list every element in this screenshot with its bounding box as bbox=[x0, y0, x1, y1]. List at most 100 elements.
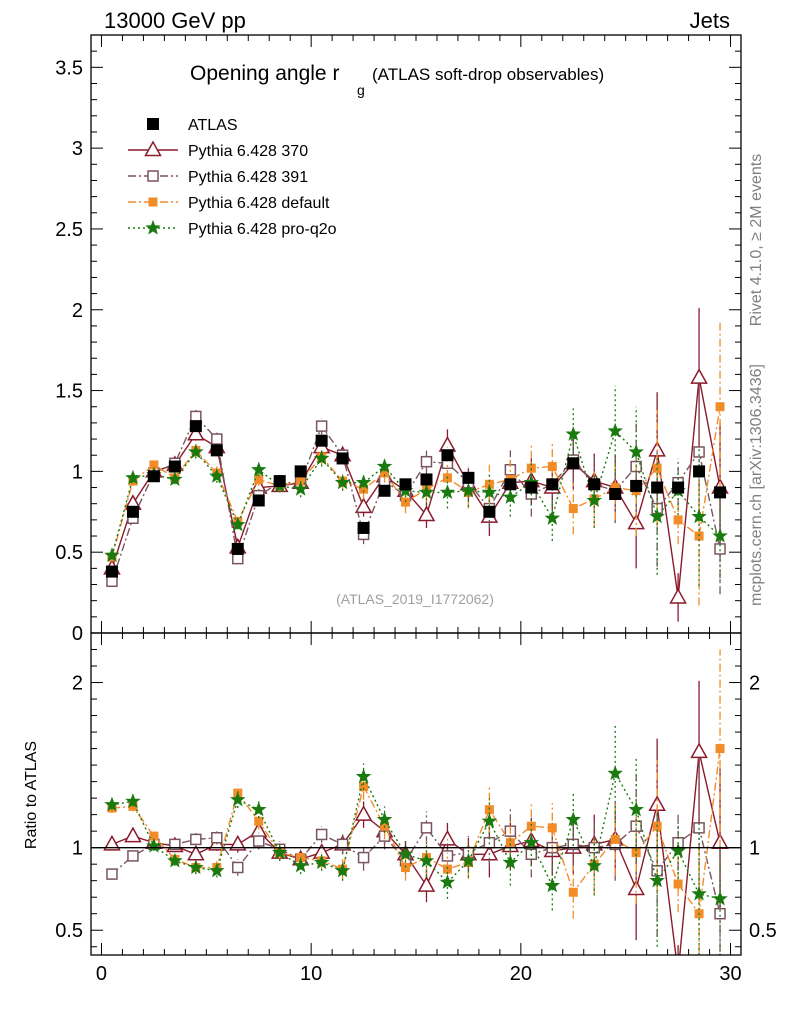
ratio-point bbox=[505, 838, 515, 848]
xtick-label: 30 bbox=[719, 963, 741, 985]
plot-subtitle: (ATLAS soft-drop observables) bbox=[372, 65, 604, 84]
ratio-point bbox=[169, 838, 181, 851]
ratio-point bbox=[167, 852, 183, 868]
ratio-point bbox=[417, 876, 436, 892]
legend-label: Pythia 6.428 default bbox=[188, 195, 330, 212]
ratio-point bbox=[376, 811, 393, 827]
main-point bbox=[715, 402, 725, 412]
main-ytick-label: 2.5 bbox=[55, 219, 83, 241]
ratio-point bbox=[714, 907, 726, 920]
main-point bbox=[420, 455, 433, 468]
ratio-point bbox=[355, 768, 372, 784]
ratio-point bbox=[359, 782, 369, 792]
main-point bbox=[399, 478, 412, 491]
main-point bbox=[126, 505, 139, 518]
legend: ATLAS Pythia 6.428 370 Pythia 6.428 391 Pyt… bbox=[128, 117, 337, 238]
ratio-ytick-label: 2 bbox=[72, 673, 83, 695]
main-point bbox=[712, 527, 728, 543]
ratio-point bbox=[631, 848, 641, 858]
main-point bbox=[378, 484, 391, 497]
ratio-point bbox=[481, 813, 498, 828]
ratio-point bbox=[438, 829, 457, 846]
legend-label: Pythia 6.428 370 bbox=[188, 143, 308, 160]
xtick-label: 0 bbox=[96, 963, 107, 985]
main-point bbox=[546, 478, 559, 491]
main-point bbox=[355, 474, 372, 490]
main-ytick-label: 0 bbox=[72, 623, 83, 645]
ratio-point bbox=[715, 744, 725, 754]
analysis-id-label: (ATLAS_2019_I1772062) bbox=[336, 591, 494, 607]
xtick-label: 10 bbox=[300, 963, 322, 985]
main-point bbox=[586, 492, 602, 508]
main-point bbox=[609, 488, 622, 501]
ratio-series-2 bbox=[107, 649, 725, 955]
ratio-ytick-label-right: 2 bbox=[749, 673, 760, 695]
main-point bbox=[106, 575, 118, 588]
main-point bbox=[693, 446, 705, 458]
process-label: Jets bbox=[690, 8, 730, 33]
ratio-point bbox=[441, 850, 454, 862]
main-point bbox=[547, 462, 557, 472]
main-series-1-line bbox=[111, 377, 721, 598]
main-point bbox=[418, 484, 435, 499]
main-point bbox=[565, 426, 582, 441]
ratio-point bbox=[420, 822, 433, 834]
ratio-frame bbox=[90, 632, 742, 956]
ratio-point bbox=[254, 816, 264, 826]
ratio-point bbox=[211, 832, 223, 844]
legend-marker bbox=[147, 170, 159, 182]
ratio-point bbox=[271, 844, 288, 860]
main-point bbox=[462, 471, 475, 484]
main-panel-marks bbox=[103, 308, 729, 622]
xtick-label: 20 bbox=[510, 963, 532, 985]
main-point bbox=[250, 461, 267, 477]
main-series-4 bbox=[104, 385, 728, 587]
main-point bbox=[188, 443, 204, 459]
ratio-point bbox=[670, 842, 686, 858]
main-point bbox=[526, 463, 536, 473]
main-point bbox=[673, 515, 683, 525]
main-point bbox=[483, 505, 496, 518]
mcplots-label: mcplots.cern.ch [arXiv:1306.3436] bbox=[748, 364, 765, 606]
main-point bbox=[190, 410, 202, 423]
main-point bbox=[525, 481, 538, 494]
ratio-point bbox=[127, 850, 139, 862]
main-point bbox=[252, 494, 265, 507]
main-point bbox=[690, 368, 708, 384]
energy-label: 13000 GeV pp bbox=[104, 8, 246, 33]
ratio-point bbox=[336, 838, 349, 851]
ratio-point bbox=[693, 822, 705, 834]
ratio-point bbox=[502, 854, 519, 870]
ratio-series-2-line bbox=[111, 748, 721, 916]
ratio-point bbox=[671, 965, 686, 979]
main-point bbox=[336, 452, 349, 465]
main-ytick-label: 2 bbox=[72, 300, 83, 322]
legend-entry-0: ATLAS bbox=[147, 117, 238, 134]
main-point bbox=[231, 542, 244, 555]
main-point bbox=[693, 465, 706, 478]
ratio-point bbox=[103, 834, 121, 851]
main-point bbox=[567, 457, 580, 470]
main-series-3-line bbox=[111, 406, 721, 558]
main-point bbox=[168, 460, 181, 473]
ratio-point bbox=[628, 801, 644, 817]
ratio-series-3 bbox=[104, 723, 728, 955]
main-ytick-label: 3 bbox=[72, 138, 83, 160]
main-point bbox=[292, 481, 309, 496]
ratio-point bbox=[209, 862, 225, 878]
main-series-0 bbox=[105, 420, 727, 578]
ratio-ytick-label-right: 1 bbox=[749, 838, 760, 860]
ratio-point bbox=[292, 857, 309, 873]
main-point bbox=[481, 484, 498, 499]
legend-marker bbox=[145, 219, 161, 235]
ratio-point bbox=[232, 861, 244, 874]
main-ytick-label: 3.5 bbox=[55, 57, 83, 79]
main-point bbox=[105, 565, 118, 578]
ratio-point bbox=[547, 823, 557, 833]
main-point bbox=[607, 422, 623, 438]
main-point bbox=[167, 471, 183, 487]
main-point bbox=[254, 474, 264, 484]
ratio-point bbox=[124, 826, 142, 843]
legend-marker bbox=[148, 197, 158, 207]
ratio-point bbox=[357, 851, 370, 864]
